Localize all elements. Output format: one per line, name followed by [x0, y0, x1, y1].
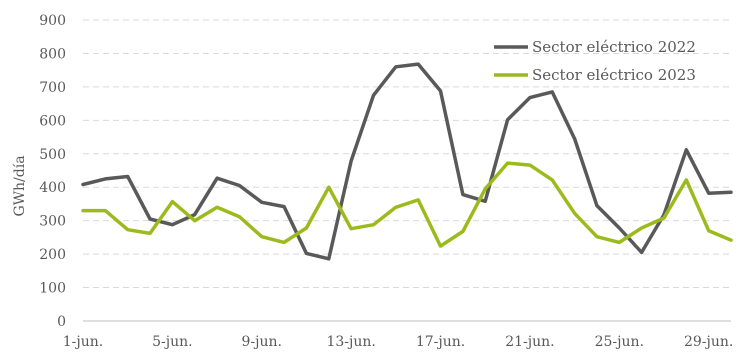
y-tick-label: 700: [39, 80, 66, 96]
y-tick-label: 500: [39, 147, 66, 163]
x-tick-label: 9-jun.: [242, 334, 282, 350]
x-tick-label: 1-jun.: [63, 334, 103, 350]
y-tick-label: 600: [39, 113, 66, 129]
series-line-2: [81, 161, 733, 248]
x-tick-label: 13-jun.: [326, 334, 375, 350]
series-line-1: [81, 62, 733, 261]
y-tick-label: 0: [57, 314, 66, 330]
grid: [83, 19, 731, 322]
y-tick-label: 900: [39, 13, 66, 29]
x-tick-label: 17-jun.: [416, 334, 465, 350]
y-tick-label: 400: [39, 180, 66, 196]
y-axis-title: GWh/día: [12, 155, 28, 216]
legend: Sector eléctrico 2022 Sector eléctrico 20…: [494, 38, 696, 84]
x-axis-ticks: 1-jun. 5-jun. 9-jun. 13-jun. 17-jun. 21-jun. 2…: [63, 334, 734, 350]
x-tick-label: 25-jun.: [595, 334, 644, 350]
x-tick-label: 29-jun.: [684, 334, 733, 350]
y-tick-label: 300: [39, 214, 66, 230]
y-axis-ticks: 0 100 200 300 400 500 600 700 800 900: [39, 13, 66, 330]
legend-label-2: Sector eléctrico 2023: [532, 66, 696, 84]
series: [81, 62, 733, 261]
x-tick-label: 21-jun.: [505, 334, 554, 350]
legend-label-1: Sector eléctrico 2022: [532, 38, 696, 56]
y-tick-label: 200: [39, 247, 66, 263]
y-tick-label: 100: [39, 281, 66, 297]
x-tick-label: 5-jun.: [152, 334, 192, 350]
y-tick-label: 800: [39, 46, 66, 62]
